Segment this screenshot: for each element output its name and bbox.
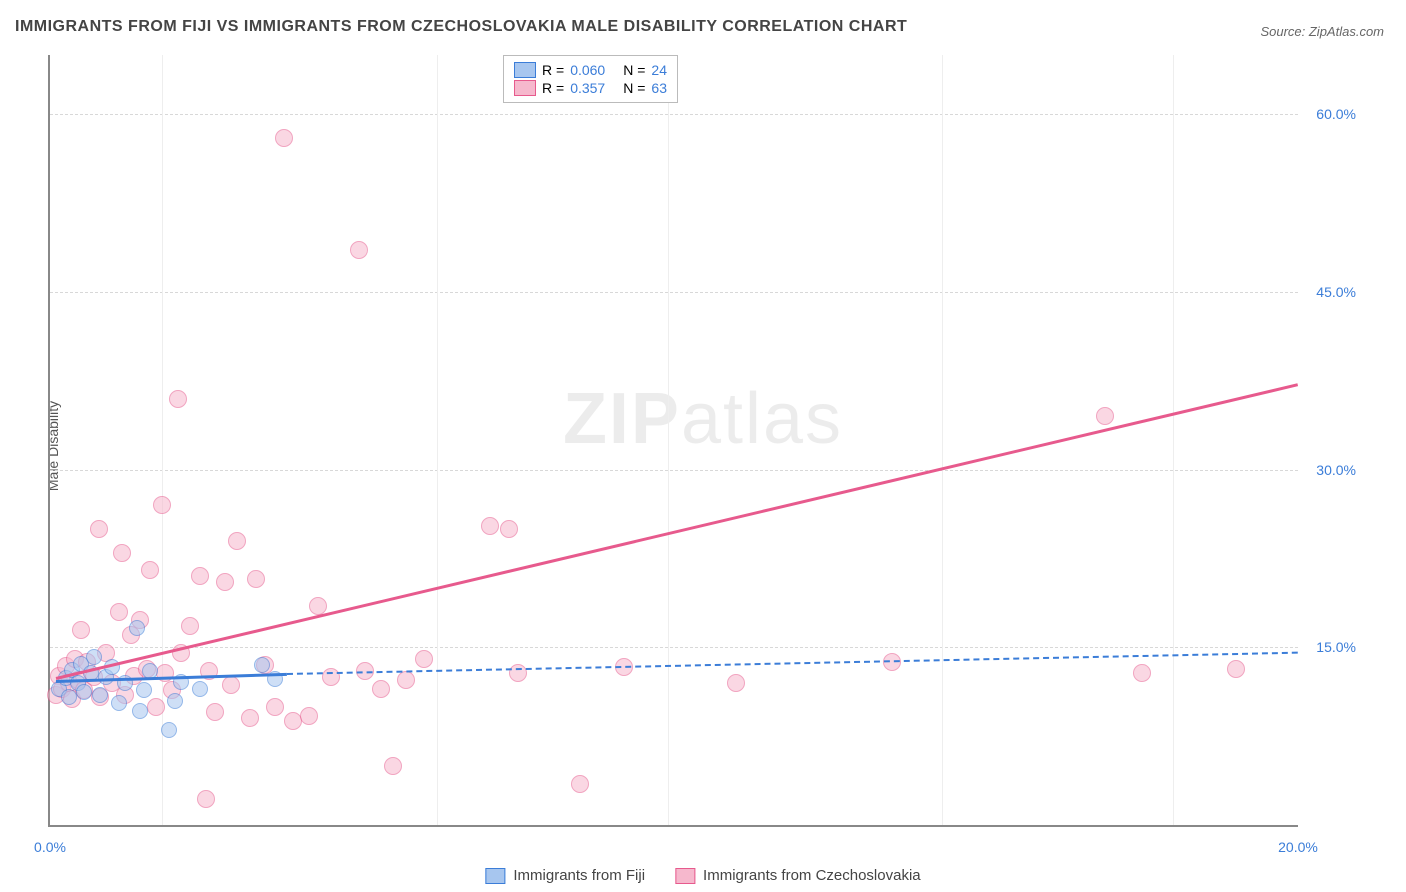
stats-legend: R = 0.060N = 24 R = 0.357N = 63 <box>503 55 678 103</box>
data-point <box>1096 407 1114 425</box>
stats-row: R = 0.060N = 24 <box>514 62 667 78</box>
data-point <box>132 703 148 719</box>
data-point <box>136 682 152 698</box>
data-point <box>147 698 165 716</box>
data-point <box>300 707 318 725</box>
data-point <box>222 676 240 694</box>
x-tick-label: 0.0% <box>34 839 66 855</box>
data-point <box>113 544 131 562</box>
data-point <box>571 775 589 793</box>
data-point <box>384 757 402 775</box>
data-point <box>110 603 128 621</box>
data-point <box>192 681 208 697</box>
y-tick-label: 30.0% <box>1316 462 1356 478</box>
data-point <box>241 709 259 727</box>
data-point <box>76 684 92 700</box>
series-legend: Immigrants from Fiji Immigrants from Czec… <box>485 867 920 884</box>
chart-title: IMMIGRANTS FROM FIJI VS IMMIGRANTS FROM … <box>15 18 907 36</box>
data-point <box>1133 664 1151 682</box>
y-tick-label: 60.0% <box>1316 106 1356 122</box>
data-point <box>228 532 246 550</box>
source-label: Source: ZipAtlas.com <box>1260 24 1384 39</box>
data-point <box>350 241 368 259</box>
data-point <box>727 674 745 692</box>
data-point <box>397 671 415 689</box>
data-point <box>500 520 518 538</box>
x-tick-label: 20.0% <box>1278 839 1318 855</box>
data-point <box>275 129 293 147</box>
data-point <box>161 722 177 738</box>
data-point <box>141 561 159 579</box>
data-point <box>309 597 327 615</box>
data-point <box>129 620 145 636</box>
data-point <box>61 689 77 705</box>
data-point <box>181 617 199 635</box>
data-point <box>90 520 108 538</box>
data-point <box>216 573 234 591</box>
data-point <box>72 621 90 639</box>
data-point <box>197 790 215 808</box>
stats-row: R = 0.357N = 63 <box>514 80 667 96</box>
data-point <box>167 693 183 709</box>
scatter-plot: 15.0%30.0%45.0%60.0%0.0%20.0% <box>48 55 1298 827</box>
data-point <box>266 698 284 716</box>
data-point <box>206 703 224 721</box>
trend-line <box>56 383 1298 680</box>
data-point <box>153 496 171 514</box>
y-tick-label: 45.0% <box>1316 284 1356 300</box>
data-point <box>111 695 127 711</box>
data-point <box>322 668 340 686</box>
data-point <box>254 657 270 673</box>
data-point <box>191 567 209 585</box>
y-tick-label: 15.0% <box>1316 639 1356 655</box>
legend-item: Immigrants from Fiji <box>485 867 645 884</box>
data-point <box>92 687 108 703</box>
data-point <box>86 649 102 665</box>
data-point <box>169 390 187 408</box>
legend-item: Immigrants from Czechoslovakia <box>675 867 921 884</box>
data-point <box>247 570 265 588</box>
data-point <box>415 650 433 668</box>
data-point <box>481 517 499 535</box>
data-point <box>1227 660 1245 678</box>
data-point <box>372 680 390 698</box>
